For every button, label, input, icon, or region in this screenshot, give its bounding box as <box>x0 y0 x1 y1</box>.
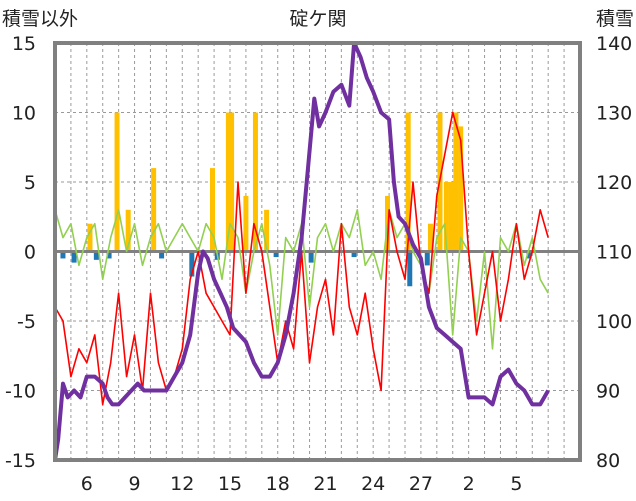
x-tick-label: 18 <box>266 473 290 495</box>
bar <box>60 251 66 259</box>
left-axis-ticks: 15 10 5 0 -5 -10 -15 <box>5 33 36 472</box>
right-tick-label: 130 <box>596 103 632 125</box>
x-tick-label: 2 <box>463 473 475 495</box>
x-tick-label: 12 <box>170 473 194 495</box>
chart-title: 碇ケ関 <box>289 8 346 30</box>
bar <box>243 195 249 252</box>
bar <box>71 251 77 263</box>
right-tick-label: 80 <box>596 450 620 472</box>
left-tick-label: 10 <box>12 103 36 125</box>
bar <box>106 251 112 259</box>
bar <box>526 251 532 259</box>
right-tick-label: 140 <box>596 33 632 55</box>
left-tick-label: -10 <box>5 381 36 403</box>
right-tick-label: 90 <box>596 381 620 403</box>
x-tick-label: 27 <box>409 473 433 495</box>
bar <box>87 223 93 252</box>
left-tick-label: -15 <box>5 450 36 472</box>
x-tick-label: 9 <box>128 473 140 495</box>
bar <box>229 112 235 252</box>
bar <box>151 168 157 252</box>
right-axis-ticks: 140 130 120 110 100 90 80 <box>596 33 632 472</box>
bar <box>448 182 454 252</box>
bar <box>93 251 99 260</box>
x-tick-label: 21 <box>313 473 337 495</box>
bar <box>189 251 195 277</box>
bar <box>407 251 413 287</box>
series-lines <box>53 41 550 461</box>
right-tick-label: 120 <box>596 172 632 194</box>
x-tick-label: 15 <box>218 473 242 495</box>
left-tick-label: -5 <box>17 311 36 333</box>
x-tick-label: 6 <box>81 473 93 495</box>
bar <box>351 251 357 258</box>
bar <box>264 209 270 252</box>
right-tick-label: 100 <box>596 311 632 333</box>
left-axis-label: 積雪以外 <box>2 8 78 30</box>
bar <box>273 251 279 258</box>
x-tick-label: 24 <box>361 473 385 495</box>
bar <box>458 126 464 252</box>
x-tick-label: 5 <box>510 473 522 495</box>
series-line <box>54 111 549 406</box>
bar <box>225 112 231 252</box>
left-tick-label: 15 <box>12 33 36 55</box>
bar <box>308 251 314 263</box>
bar <box>210 168 215 252</box>
bar <box>405 112 411 252</box>
bar <box>114 112 120 252</box>
bar <box>159 251 165 259</box>
left-tick-label: 0 <box>24 242 36 264</box>
bar <box>424 251 430 266</box>
right-axis-label: 積雪 <box>596 8 634 30</box>
bar <box>125 209 131 252</box>
bar <box>252 112 258 252</box>
left-tick-label: 5 <box>24 172 36 194</box>
series-line <box>53 41 550 461</box>
bar <box>453 112 459 252</box>
plot-frame <box>53 41 582 462</box>
right-tick-label: 110 <box>596 242 632 264</box>
x-axis-ticks: 6 9 12 15 18 21 24 27 2 5 <box>81 473 523 495</box>
bar <box>443 182 449 252</box>
bar <box>427 223 433 252</box>
